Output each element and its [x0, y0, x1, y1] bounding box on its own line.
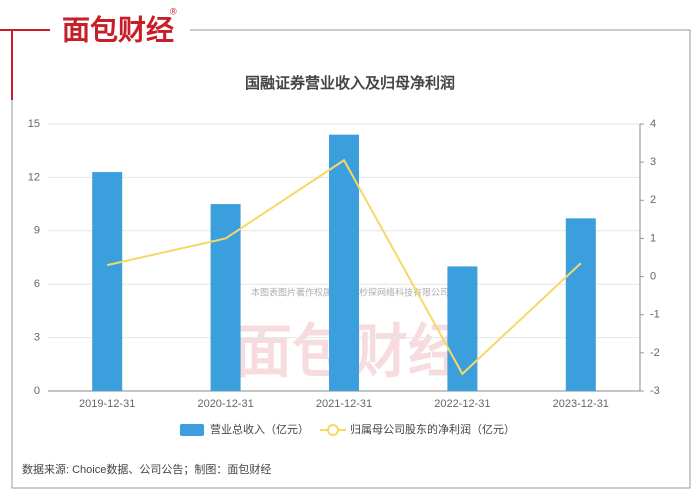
- source-note: 数据来源: Choice数据、公司公告；制图：面包财经: [22, 462, 271, 476]
- bar: [447, 266, 478, 391]
- y2-tick-label: 3: [650, 156, 656, 168]
- line: [106, 158, 582, 376]
- y2-tick-label: 4: [650, 118, 656, 130]
- brand-mark: ®: [170, 6, 177, 16]
- x-tick-label: 2022-12-31: [434, 398, 490, 410]
- y2-tick-label: 1: [650, 232, 656, 244]
- y2-tick-label: -3: [650, 385, 660, 397]
- x-tick-label: 2021-12-31: [316, 398, 372, 410]
- frame: [11, 29, 691, 489]
- x-tick-label: 2023-12-31: [553, 398, 609, 410]
- y-tick-label: 9: [34, 225, 40, 237]
- y-tick-label: 15: [28, 118, 40, 130]
- y2-tick-label: -2: [650, 347, 660, 359]
- chart-title: 国融证券营业收入及归母净利润: [245, 74, 455, 92]
- bar: [565, 218, 596, 391]
- y2-tick-label: 2: [650, 194, 656, 206]
- legend-symbol: [180, 424, 204, 436]
- x-tick-label: 2019-12-31: [79, 398, 135, 410]
- y-tick-label: 6: [34, 278, 40, 290]
- brand-logo: 面包财经: [62, 13, 174, 45]
- x-tick-label: 2020-12-31: [197, 398, 253, 410]
- bar: [329, 134, 359, 391]
- y-tick-label: 3: [34, 332, 40, 344]
- y-tick-label: 0: [34, 385, 40, 397]
- legend-label: 营业总收入（亿元）: [210, 422, 309, 436]
- y-tick-label: 12: [28, 171, 40, 183]
- legend-symbol: [327, 424, 339, 436]
- legend-label: 归属母公司股东的净利润（亿元）: [350, 422, 515, 436]
- y2-tick-label: -1: [650, 309, 660, 321]
- y2-tick-label: 0: [650, 270, 656, 282]
- bar: [92, 172, 123, 391]
- bar: [210, 204, 241, 391]
